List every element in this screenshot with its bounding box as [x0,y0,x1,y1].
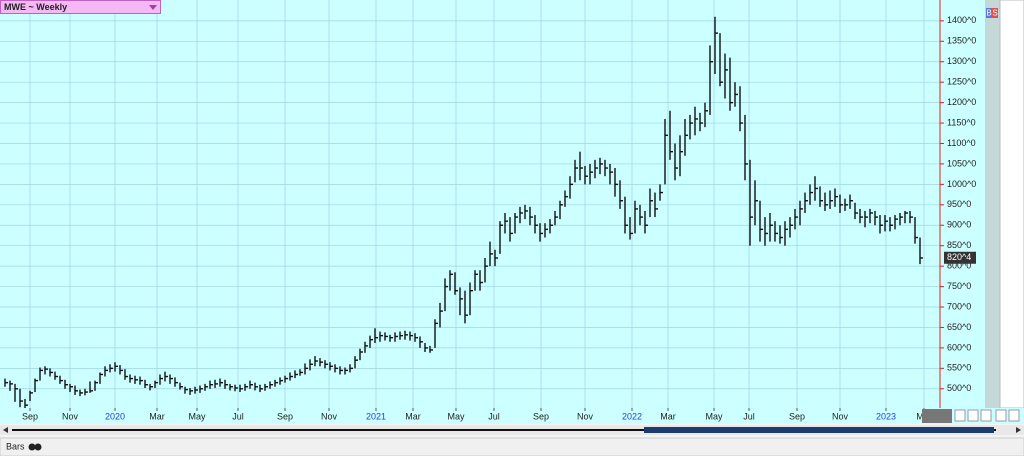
y-tick-label: 1200^0 [947,97,976,107]
scroll-left[interactable] [3,427,8,433]
symbol-title[interactable]: MWE ~ Weekly [4,2,67,12]
y-tick-label: 1000^0 [947,179,976,189]
y-tick-label: 1350^0 [947,36,976,46]
y-tick-label: 950^0 [947,199,971,209]
status-bar [0,437,1024,457]
x-tick-label: May [188,411,206,421]
x-tick-label: May [705,411,723,421]
dropdown-arrow[interactable] [149,5,157,10]
buy-button[interactable] [986,8,992,18]
x-tick-label: Nov [832,411,849,421]
x-tick-label: 2023 [876,411,896,421]
y-tick-label: 650^0 [947,322,971,332]
sell-button[interactable] [992,8,998,18]
y-tick-label: 900^0 [947,220,971,230]
grid [0,0,940,408]
y-tick-label: 850^0 [947,240,971,250]
y-tick-label: 1250^0 [947,77,976,87]
plot-area [0,0,985,408]
scroll-right[interactable] [1016,427,1021,433]
y-tick-label: 1050^0 [947,158,976,168]
y-tick-label: 800^0 [947,261,971,271]
zoom-button[interactable] [1008,409,1020,422]
bars [4,16,923,409]
x-tick-label: Mar [660,411,676,421]
x-tick-label: Mar [405,411,421,421]
mode-icon[interactable] [34,443,42,451]
buy-label[interactable]: B [986,9,991,18]
zoom-button[interactable] [980,409,992,422]
y-tick-label: 1400^0 [947,15,976,25]
right-panel [999,0,1024,409]
sell-label[interactable]: S [992,9,997,18]
symbol-selector[interactable] [0,0,161,14]
y-tick-label: 500^0 [947,383,971,393]
x-tick-label: Jul [232,411,244,421]
x-tick-label: Sep [277,411,293,421]
y-tick-label: 1300^0 [947,56,976,66]
y-tick-label: 750^0 [947,281,971,291]
axis-buttons [954,409,1020,422]
x-tick-label: Sep [22,411,38,421]
y-tick-label: 1100^0 [947,138,976,148]
x-tick-label: Nov [577,411,594,421]
zoom-button[interactable] [954,409,966,422]
y-tick-label: 550^0 [947,363,971,373]
x-tick-label: Jul [488,411,500,421]
x-tick-label: Jul [743,411,755,421]
last-price-box [944,251,976,264]
x-tick-label: Nov [321,411,338,421]
last-price-label: 820^4 [947,252,971,262]
x-axis-cursor [922,409,952,423]
side-strip [985,0,1000,408]
y-tick-label: 600^0 [947,342,971,352]
y-tick-label: 700^0 [947,301,971,311]
x-tick-label: Mar [149,411,165,421]
chart-mode[interactable]: Bars [6,441,25,451]
x-tick-label: 2022 [622,411,642,421]
zoom-button[interactable] [995,409,1007,422]
y-tick-label: 1150^0 [947,117,976,127]
x-tick-label: 2021 [366,411,386,421]
x-tick-label: 2020 [105,411,125,421]
zoom-button[interactable] [967,409,979,422]
x-tick-label: May [447,411,465,421]
x-tick-label: Sep [789,411,805,421]
x-axis-band [0,408,1024,424]
mode-icon[interactable] [28,443,36,451]
scroll-thumb[interactable] [644,427,994,433]
x-tick-label: Nov [62,411,79,421]
y-axis: 500^0 550^0 600^0 650^0 700^0 750^0 800^0 850^0… [940,15,976,393]
x-tick-label: Sep [533,411,549,421]
